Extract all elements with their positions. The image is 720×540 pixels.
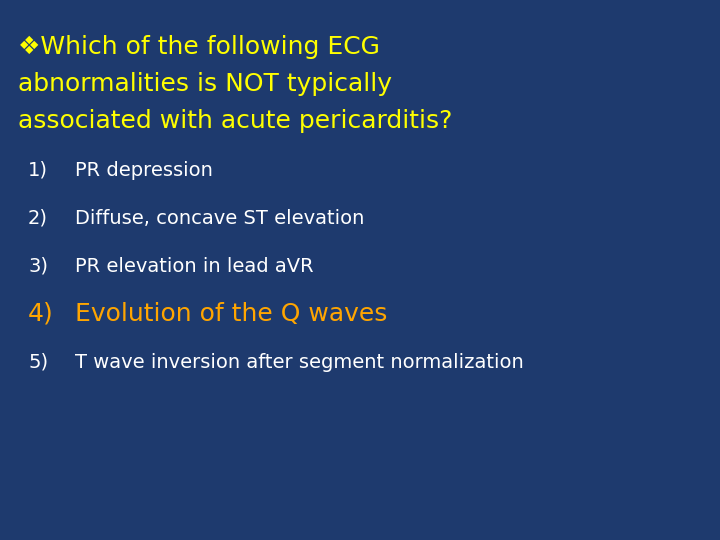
Text: associated with acute pericarditis?: associated with acute pericarditis? (18, 109, 452, 133)
Text: PR depression: PR depression (75, 160, 213, 179)
Text: 5): 5) (28, 353, 48, 372)
Text: abnormalities is NOT typically: abnormalities is NOT typically (18, 72, 392, 96)
Text: 2): 2) (28, 208, 48, 227)
Text: ❖Which of the following ECG: ❖Which of the following ECG (18, 35, 380, 59)
Text: 4): 4) (28, 302, 54, 326)
Text: Evolution of the Q waves: Evolution of the Q waves (75, 302, 387, 326)
Text: 1): 1) (28, 160, 48, 179)
Text: Diffuse, concave ST elevation: Diffuse, concave ST elevation (75, 208, 364, 227)
Text: 3): 3) (28, 256, 48, 275)
Text: T wave inversion after segment normalization: T wave inversion after segment normaliza… (75, 353, 523, 372)
Text: PR elevation in lead aVR: PR elevation in lead aVR (75, 256, 314, 275)
